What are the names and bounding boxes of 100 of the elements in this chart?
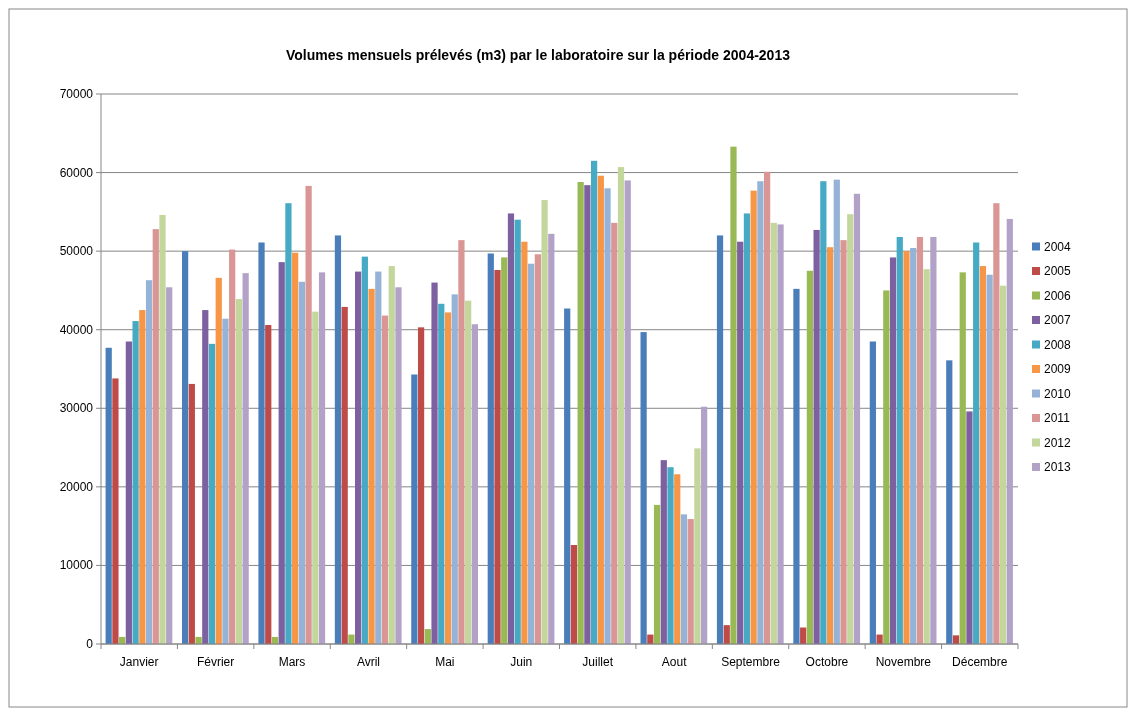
bar (348, 634, 355, 644)
x-tick-label: Juillet (582, 655, 614, 669)
bar (417, 327, 425, 644)
y-tick-label: 10000 (59, 558, 94, 573)
bar (278, 262, 285, 644)
bar (188, 383, 195, 644)
bar (1006, 218, 1013, 644)
bar (840, 240, 847, 644)
bar (611, 222, 618, 644)
bar (235, 299, 243, 644)
bar (105, 347, 112, 644)
bar (166, 287, 173, 644)
bar (465, 300, 472, 644)
bar (584, 185, 591, 644)
bar (334, 235, 342, 644)
bar (820, 181, 827, 644)
bar (305, 185, 312, 644)
bar (889, 257, 897, 644)
bar (438, 303, 445, 644)
legend-label: 2009 (1044, 362, 1072, 376)
bar (973, 242, 980, 644)
bar (521, 241, 528, 644)
bar (667, 467, 674, 644)
legend-label: 2004 (1044, 239, 1072, 254)
bar (966, 411, 973, 644)
bar (777, 224, 784, 644)
bar (959, 272, 966, 644)
bar (986, 274, 993, 644)
bar (285, 203, 292, 644)
legend-label: 2010 (1044, 386, 1072, 401)
bar (847, 214, 854, 644)
bar (923, 269, 930, 644)
x-tick-label: Aout (661, 655, 688, 669)
bar (903, 251, 910, 644)
y-tick-label: 60000 (59, 165, 94, 180)
bar (883, 290, 890, 644)
bar (312, 311, 319, 644)
bar (853, 193, 861, 644)
bar (770, 222, 777, 644)
bar (757, 181, 764, 644)
bar (195, 636, 202, 644)
legend-label: 2008 (1044, 337, 1072, 352)
bar (395, 287, 402, 644)
bar (152, 229, 159, 644)
bar (624, 180, 631, 644)
bar (361, 256, 368, 644)
bar (604, 188, 611, 644)
bar (451, 294, 458, 644)
y-tick-label: 70000 (59, 87, 94, 101)
bar (660, 460, 667, 644)
bar (222, 318, 229, 644)
bar (381, 315, 389, 644)
bar (910, 248, 917, 644)
bar (507, 213, 515, 644)
bar (265, 325, 272, 644)
bar (487, 253, 494, 644)
bar (869, 341, 876, 644)
y-tick-label: 40000 (59, 322, 94, 337)
bar (528, 263, 535, 644)
bar (916, 237, 924, 644)
bar (534, 254, 541, 644)
bar (112, 378, 119, 644)
bar (318, 272, 326, 644)
bar (471, 324, 478, 644)
bar (680, 514, 688, 644)
bar (444, 312, 452, 644)
bar (743, 213, 751, 644)
bar (548, 233, 555, 644)
bar (411, 374, 418, 644)
bar (617, 167, 625, 644)
bar (640, 332, 647, 644)
bar (946, 360, 953, 644)
bar (577, 182, 584, 644)
legend-label: 2006 (1044, 288, 1072, 303)
bar (806, 270, 814, 644)
bar (737, 241, 744, 644)
bar (750, 190, 757, 644)
legend-label: 2011 (1044, 411, 1071, 425)
bar (701, 406, 708, 644)
bar (730, 146, 737, 644)
bar (258, 242, 265, 644)
bar (930, 237, 937, 644)
bar (979, 266, 987, 644)
bar (993, 203, 1000, 644)
bar (242, 273, 249, 644)
bar (125, 341, 132, 644)
bar (159, 215, 166, 644)
x-tick-label: Septembre (721, 655, 781, 669)
bar (763, 171, 771, 644)
bar (132, 321, 139, 644)
x-tick-label: Janvier (119, 655, 159, 669)
bar (145, 280, 153, 644)
bar (896, 237, 903, 644)
bar (597, 175, 604, 644)
bar (388, 266, 395, 644)
bar (564, 308, 571, 644)
x-tick-label: Mars (278, 655, 306, 669)
bar (674, 474, 681, 644)
legend-label: 2013 (1044, 460, 1072, 474)
bar (590, 160, 598, 644)
